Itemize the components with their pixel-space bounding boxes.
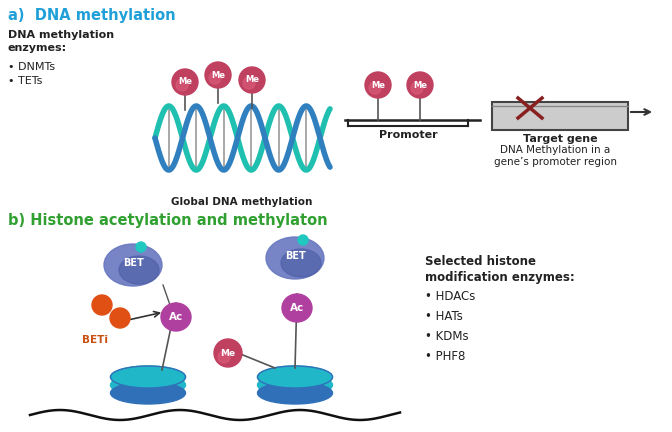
Text: • HDACs
• HATs
• KDMs
• PHF8: • HDACs • HATs • KDMs • PHF8 bbox=[425, 290, 475, 363]
Text: Global DNA methylation: Global DNA methylation bbox=[171, 197, 312, 207]
Text: Ac: Ac bbox=[290, 303, 304, 313]
Circle shape bbox=[214, 339, 242, 367]
Ellipse shape bbox=[257, 382, 333, 404]
Ellipse shape bbox=[257, 366, 333, 388]
Text: Me: Me bbox=[245, 76, 259, 85]
Text: Me: Me bbox=[211, 70, 225, 79]
Text: Ac: Ac bbox=[169, 312, 183, 322]
Ellipse shape bbox=[266, 237, 324, 279]
Ellipse shape bbox=[257, 366, 333, 388]
Text: a)  DNA methylation: a) DNA methylation bbox=[8, 8, 175, 23]
Circle shape bbox=[365, 72, 391, 98]
Circle shape bbox=[205, 62, 231, 88]
Ellipse shape bbox=[110, 366, 185, 388]
Circle shape bbox=[411, 82, 423, 94]
Ellipse shape bbox=[161, 303, 191, 331]
Ellipse shape bbox=[281, 249, 321, 277]
Text: Me: Me bbox=[178, 77, 192, 86]
Text: DNA methylation
enzymes:: DNA methylation enzymes: bbox=[8, 30, 114, 53]
Circle shape bbox=[209, 72, 221, 84]
Ellipse shape bbox=[104, 244, 162, 286]
Ellipse shape bbox=[110, 366, 185, 388]
Circle shape bbox=[369, 82, 381, 94]
Text: Target gene: Target gene bbox=[523, 134, 597, 144]
Text: Me: Me bbox=[371, 80, 385, 89]
Text: Me: Me bbox=[413, 80, 427, 89]
Circle shape bbox=[243, 77, 255, 89]
Text: BET: BET bbox=[285, 251, 305, 261]
Circle shape bbox=[136, 242, 146, 252]
Circle shape bbox=[110, 308, 130, 328]
Ellipse shape bbox=[119, 256, 159, 284]
Text: • DNMTs
• TETs: • DNMTs • TETs bbox=[8, 62, 55, 86]
Text: BET: BET bbox=[122, 258, 143, 268]
Circle shape bbox=[407, 72, 433, 98]
Text: BETi: BETi bbox=[82, 335, 108, 345]
Ellipse shape bbox=[110, 374, 185, 396]
Circle shape bbox=[239, 67, 265, 93]
Text: Selected histone
modification enzymes:: Selected histone modification enzymes: bbox=[425, 255, 575, 284]
Text: Me: Me bbox=[220, 349, 236, 358]
Circle shape bbox=[176, 79, 188, 91]
Text: Promoter: Promoter bbox=[379, 130, 437, 140]
Circle shape bbox=[172, 69, 198, 95]
FancyBboxPatch shape bbox=[492, 102, 628, 130]
Ellipse shape bbox=[257, 374, 333, 396]
Text: DNA Methylation in a
gene’s promoter region: DNA Methylation in a gene’s promoter reg… bbox=[493, 145, 616, 167]
Circle shape bbox=[298, 235, 308, 245]
Text: b) Histone acetylation and methylaton: b) Histone acetylation and methylaton bbox=[8, 213, 328, 228]
Ellipse shape bbox=[282, 294, 312, 322]
Circle shape bbox=[92, 295, 112, 315]
Circle shape bbox=[218, 351, 230, 363]
Ellipse shape bbox=[110, 382, 185, 404]
